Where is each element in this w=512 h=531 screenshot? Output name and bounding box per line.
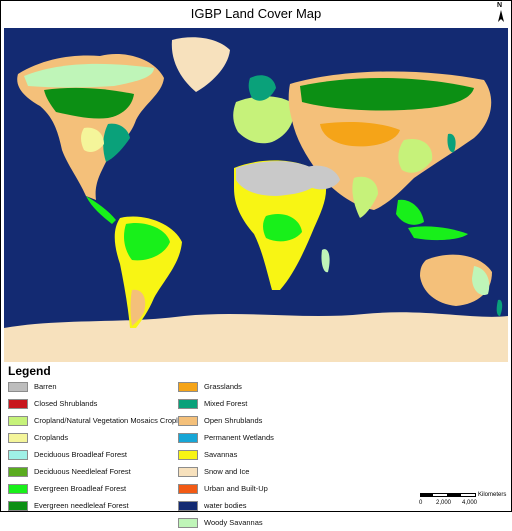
legend-swatch bbox=[178, 483, 198, 494]
scandinavia bbox=[248, 75, 276, 101]
legend-item: Croplands bbox=[8, 429, 194, 446]
na-tundra bbox=[24, 63, 154, 88]
land-cover-map bbox=[4, 28, 508, 362]
legend-item: Savannas bbox=[178, 446, 274, 463]
legend-label: Closed Shrublands bbox=[34, 399, 98, 408]
legend-swatch bbox=[178, 415, 198, 426]
legend-label: Snow and Ice bbox=[204, 467, 250, 476]
australia-east bbox=[472, 266, 490, 296]
amazon bbox=[124, 222, 170, 261]
legend-swatch bbox=[8, 398, 28, 409]
legend-swatch bbox=[8, 415, 28, 426]
legend-label: Cropland/Natural Vegetation Mosaics Crop… bbox=[34, 416, 195, 425]
legend-label: Croplands bbox=[34, 433, 69, 442]
na-boreal bbox=[44, 87, 134, 119]
map-title: IGBP Land Cover Map bbox=[190, 6, 322, 21]
legend-item: Deciduous Needleleaf Forest bbox=[8, 463, 194, 480]
indonesia bbox=[408, 226, 468, 241]
north-arrow-icon: N bbox=[494, 2, 508, 24]
world-map-graphic bbox=[4, 37, 508, 362]
legend-label: Deciduous Needleleaf Forest bbox=[34, 467, 131, 476]
sahara bbox=[236, 161, 322, 196]
legend-swatch bbox=[8, 466, 28, 477]
new-zealand bbox=[496, 299, 503, 316]
legend-item: Woody Savannas bbox=[178, 514, 274, 531]
patagonia bbox=[130, 289, 146, 326]
legend-swatch bbox=[8, 483, 28, 494]
scale-tick-4000: 4,000 bbox=[462, 500, 478, 506]
europe bbox=[233, 96, 295, 144]
legend-label: Evergreen needleleaf Forest bbox=[34, 501, 129, 510]
legend-label: water bodies bbox=[204, 501, 247, 510]
scale-tick-2000: 2,000 bbox=[436, 500, 452, 506]
legend-swatch bbox=[178, 432, 198, 443]
legend-label: Woody Savannas bbox=[204, 518, 263, 527]
central-america bbox=[86, 196, 116, 224]
legend-item: Closed Shrublands bbox=[8, 395, 194, 412]
legend-item: Permanent Wetlands bbox=[178, 429, 274, 446]
scale-tick-0: 0 bbox=[419, 500, 423, 506]
legend-label: Permanent Wetlands bbox=[204, 433, 274, 442]
japan bbox=[447, 133, 456, 153]
legend-item: Cropland/Natural Vegetation Mosaics Crop… bbox=[8, 412, 194, 429]
legend-item: Barren bbox=[8, 378, 194, 395]
legend-item: Evergreen Broadleaf Forest bbox=[8, 480, 194, 497]
legend-swatch bbox=[178, 466, 198, 477]
legend-label: Deciduous Broadleaf Forest bbox=[34, 450, 127, 459]
legend-swatch bbox=[178, 500, 198, 511]
legend-label: Grasslands bbox=[204, 382, 242, 391]
legend-swatch bbox=[8, 500, 28, 511]
legend-swatch bbox=[8, 432, 28, 443]
legend-label: Open Shrublands bbox=[204, 416, 263, 425]
congo bbox=[263, 213, 302, 242]
legend-label: Urban and Built-Up bbox=[204, 484, 268, 493]
legend-item: Urban and Built-Up bbox=[178, 480, 274, 497]
na-east-forest bbox=[103, 123, 130, 162]
legend-heading: Legend bbox=[8, 364, 51, 378]
legend-label: Evergreen Broadleaf Forest bbox=[34, 484, 127, 493]
siberia-forest bbox=[300, 77, 474, 111]
legend-item: Evergreen needleleaf Forest bbox=[8, 497, 194, 514]
asia-grass bbox=[320, 122, 400, 147]
legend-swatch bbox=[178, 449, 198, 460]
scale-bar-graphic bbox=[420, 493, 476, 497]
india bbox=[352, 176, 378, 218]
se-asia bbox=[396, 199, 424, 225]
legend-label: Mixed Forest bbox=[204, 399, 248, 408]
legend-label: Barren bbox=[34, 382, 57, 391]
legend-swatch bbox=[8, 381, 28, 392]
legend-column-1: Barren Closed Shrublands Cropland/Natural … bbox=[8, 378, 194, 514]
legend-swatch bbox=[178, 398, 198, 409]
arabia-desert bbox=[302, 165, 340, 190]
legend-item: Open Shrublands bbox=[178, 412, 274, 429]
na-crops bbox=[81, 127, 104, 152]
legend-item: water bodies bbox=[178, 497, 274, 514]
china-east bbox=[398, 138, 433, 173]
legend-item: Mixed Forest bbox=[178, 395, 274, 412]
legend-swatch bbox=[178, 517, 198, 528]
legend-swatch bbox=[178, 381, 198, 392]
legend-item: Snow and Ice bbox=[178, 463, 274, 480]
antarctica bbox=[4, 312, 508, 362]
madagascar bbox=[321, 249, 330, 273]
north-label: N bbox=[497, 2, 503, 9]
legend-item: Deciduous Broadleaf Forest bbox=[8, 446, 194, 463]
legend-column-2: Grasslands Mixed Forest Open Shrublands Per… bbox=[178, 378, 274, 531]
legend-item: Grasslands bbox=[178, 378, 274, 395]
legend-label: Savannas bbox=[204, 450, 238, 459]
greenland bbox=[171, 37, 230, 92]
legend-swatch bbox=[8, 449, 28, 460]
scale-unit: Kilometers bbox=[478, 492, 507, 498]
